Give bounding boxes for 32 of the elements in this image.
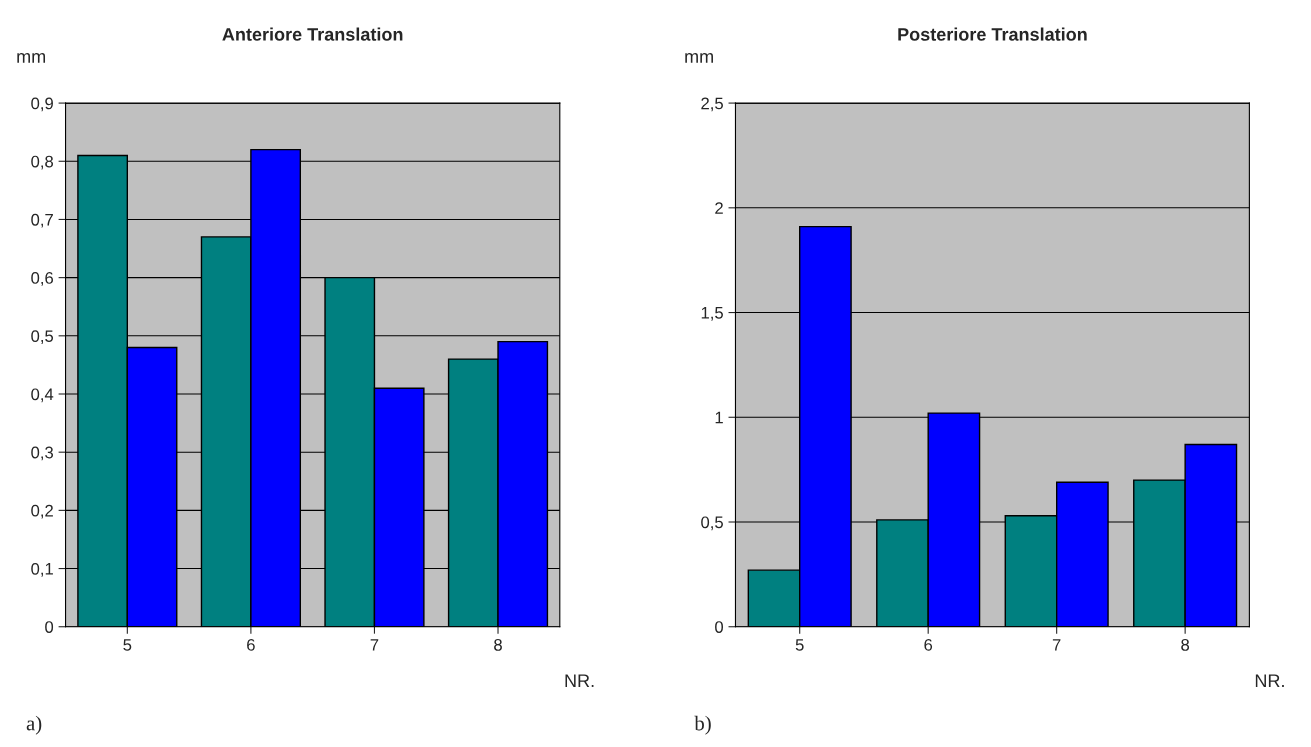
x-tick-label: 7 [370,639,379,651]
x-axis-title: NR. [565,674,594,687]
x-tick-label: 5 [795,639,804,651]
chart-title: Anteriore Translation [222,27,403,41]
y-axis-title: mm [685,52,713,63]
y-tick-label: 0,4 [31,388,54,403]
x-tick-label: 6 [924,638,933,651]
text: a) [26,715,42,735]
y-tick-label: 0,6 [31,272,54,286]
y-tick-label: 0 [715,621,724,633]
x-tick-label: 5 [123,639,132,651]
chart-title: Posteriore Translation [898,27,1087,41]
x-axis-title: NR. [1255,674,1284,687]
y-tick-label: 0,7 [31,213,53,228]
x-tick-label: 8 [494,638,502,651]
y-tick-label: 0,5 [701,516,723,531]
x-tick-label: 6 [247,638,255,651]
y-tick-label: 0 [45,621,54,633]
y-axis-title: mm [17,52,46,63]
x-tick-label: 8 [1181,638,1190,651]
y-tick-label: 0,3 [31,446,54,461]
y-tick-label: 0,5 [31,330,54,344]
y-tick-label: 1,5 [701,307,723,321]
y-tick-label: 2,5 [701,97,723,112]
y-tick-label: 0,2 [31,504,53,519]
x-tick-label: 7 [1052,639,1061,651]
y-tick-label: 0,8 [31,155,54,170]
y-tick-label: 1 [715,411,723,424]
y-tick-label: 2 [715,202,723,214]
y-tick-label: 0,9 [31,97,53,112]
y-tick-label: 0,1 [31,562,53,577]
text: b) [694,715,711,735]
